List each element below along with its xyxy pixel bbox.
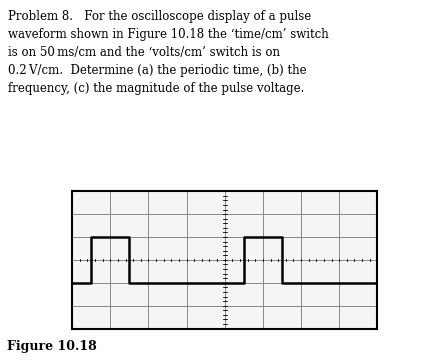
Text: Figure 10.18: Figure 10.18 [7,340,97,353]
Text: Problem 8.   For the oscilloscope display of a pulse
waveform shown in Figure 10: Problem 8. For the oscilloscope display … [8,10,329,95]
